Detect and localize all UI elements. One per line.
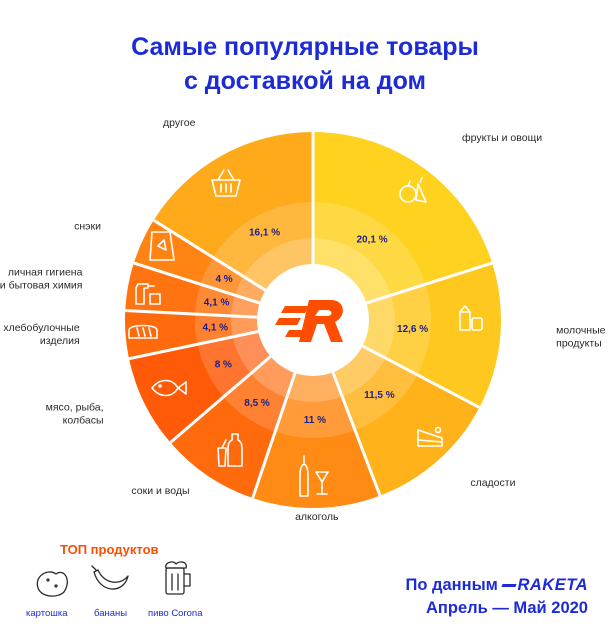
category-label-line: другое [163, 117, 196, 129]
slice-divider [169, 355, 272, 444]
bread-icon [128, 324, 158, 339]
percent-label: 4,1 % [203, 323, 229, 334]
basket-icon [211, 169, 241, 197]
pie-slice [252, 320, 381, 509]
slice-divider [365, 261, 493, 305]
slice-divider [128, 330, 259, 361]
percent-label: 8,5 % [244, 398, 270, 409]
category-label: сладости [470, 477, 515, 489]
slice-dividers [125, 132, 493, 499]
dairy-icon [459, 305, 483, 331]
snack-icon [149, 231, 175, 261]
category-label-line: продукты [556, 338, 602, 350]
source-block: По данным RAKETA Апрель — Май 2020 [405, 574, 588, 620]
category-label-line: молочные [556, 325, 605, 337]
percent-label: 20,1 % [356, 234, 387, 245]
category-label: соки и воды [131, 485, 189, 497]
percent-label: 11 % [304, 415, 326, 426]
category-label-line: хлебобулочные [3, 322, 79, 334]
slice-divider [361, 344, 481, 409]
slice-divider [152, 218, 267, 292]
page-title: Самые популярные товары с доставкой на д… [0, 30, 610, 98]
category-label: мясо, рыба, колбасы [46, 402, 104, 427]
fruits-icon [399, 177, 427, 203]
percent-label: 4,1 % [204, 298, 230, 309]
cake-icon [417, 426, 443, 447]
top-products-title: ТОП продуктов [60, 542, 159, 557]
pie-slice [313, 263, 501, 408]
percent-label: 8 % [215, 359, 232, 370]
fish-icon [151, 379, 187, 397]
category-label-line: соки и воды [131, 485, 189, 497]
slice-divider [331, 371, 382, 497]
pie-slice [313, 132, 493, 320]
category-label: другое [163, 117, 196, 129]
category-label-line: изделия [40, 335, 80, 347]
slice-divider [125, 309, 258, 319]
category-label: фрукты и овощи [462, 132, 542, 144]
pie-slice [153, 132, 313, 320]
category-label-line: личная гигиена [8, 267, 83, 279]
category-label-line: алкоголь [295, 511, 339, 523]
category-labels: фрукты и овощи молочные продукты сладости ал… [0, 117, 606, 523]
percent-labels: 20,1 % 12,6 % 11,5 % 11 % 8,5 % 8 % 4,1 % 4,1 %… [203, 228, 429, 426]
raketa-logo-icon [275, 300, 343, 342]
top-item-banana: бананы [94, 608, 128, 619]
category-label: личная гигиена и бытовая химия [0, 267, 83, 292]
category-label-line: снэки [74, 220, 101, 232]
top-item-beer: пиво Corona [148, 608, 203, 619]
wine-icon [299, 455, 329, 497]
category-label: хлебобулочные изделия [3, 322, 79, 347]
pie-slice [170, 320, 313, 499]
brand-mark-icon [501, 584, 518, 588]
percent-label: 12,6 % [397, 324, 428, 335]
category-label-line: фрукты и овощи [462, 132, 542, 144]
source-line-1: По данным RAKETA [405, 574, 588, 597]
category-label-line: сладости [470, 477, 515, 489]
slice-divider [251, 372, 297, 499]
slice-divider [133, 261, 261, 305]
spray-icon [135, 283, 161, 305]
percent-label: 11,5 % [364, 390, 395, 401]
source-prefix: По данным [405, 576, 498, 594]
category-label: алкоголь [295, 511, 339, 523]
source-period: Апрель — Май 2020 [426, 599, 588, 617]
juice-icon [217, 433, 243, 467]
top-item-potato: картошка [26, 608, 68, 619]
category-label-line: и бытовая химия [0, 280, 82, 292]
category-label: молочные продукты [556, 325, 605, 350]
category-label-line: колбасы [63, 415, 104, 427]
title-line-1: Самые популярные товары [131, 33, 479, 61]
source-brand: RAKETA [517, 576, 588, 594]
category-label-line: мясо, рыба, [46, 402, 104, 414]
category-label: снэки [74, 220, 101, 232]
percent-label: 16,1 % [249, 228, 280, 239]
percent-label: 4 % [215, 274, 232, 285]
pie-slice [313, 320, 480, 496]
title-line-2: с доставкой на дом [183, 67, 427, 95]
